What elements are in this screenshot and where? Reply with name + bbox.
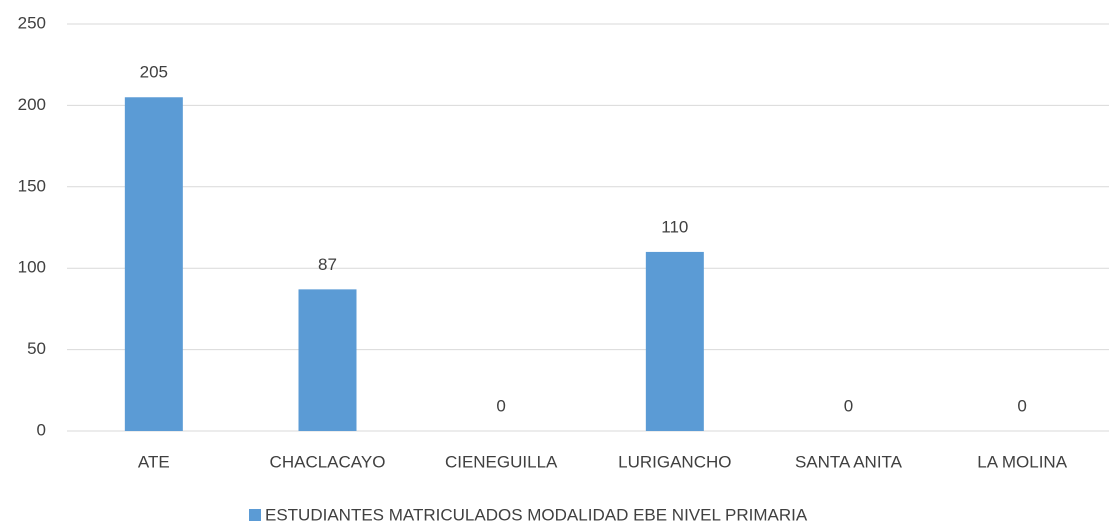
x-tick-label: ATE	[138, 452, 170, 471]
data-label: 0	[496, 396, 505, 415]
y-tick-label: 250	[18, 13, 46, 32]
x-tick-label: CIENEGUILLA	[445, 452, 558, 471]
bar	[124, 97, 183, 431]
data-label: 87	[318, 255, 337, 274]
x-tick-label: CHACLACAYO	[270, 452, 386, 471]
legend-label: ESTUDIANTES MATRICULADOS MODALIDAD EBE N…	[265, 505, 808, 524]
bar	[298, 289, 357, 431]
y-tick-label: 100	[18, 258, 46, 277]
y-tick-label: 150	[18, 176, 46, 195]
data-label: 0	[844, 396, 853, 415]
bar	[645, 251, 704, 431]
x-tick-label: LURIGANCHO	[618, 452, 731, 471]
legend-swatch	[249, 509, 261, 521]
y-tick-label: 200	[18, 95, 46, 114]
y-tick-label: 50	[27, 339, 46, 358]
data-label: 0	[1017, 396, 1026, 415]
x-tick-label: LA MOLINA	[977, 452, 1067, 471]
data-label: 110	[661, 217, 688, 236]
data-label: 205	[140, 63, 168, 82]
y-tick-label: 0	[37, 420, 46, 439]
x-tick-label: SANTA ANITA	[795, 452, 903, 471]
